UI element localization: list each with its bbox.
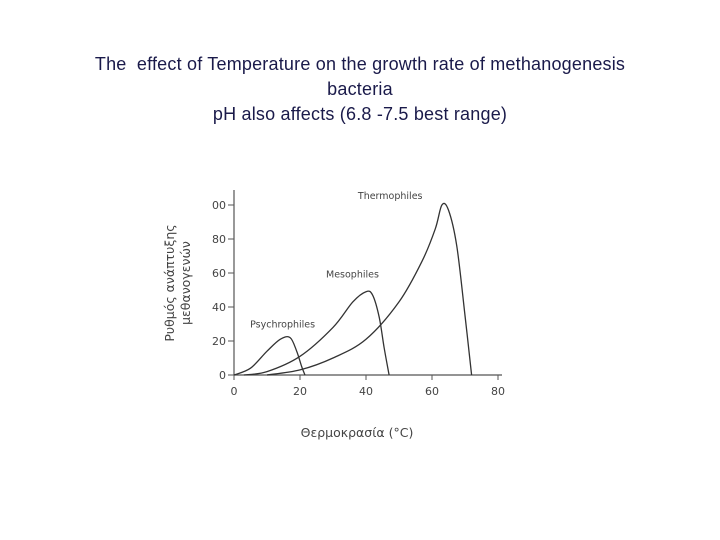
title-line-1: The effect of Temperature on the growth … [94, 54, 626, 74]
chart-curves [233, 202, 473, 376]
y-tick-label: 40 [212, 301, 226, 314]
title-line-3: pH also affects (6.8 -7.5 best range) [212, 104, 508, 124]
series-mesophiles-line [243, 290, 390, 376]
y-tick-label: 80 [212, 233, 226, 246]
x-tick-label: 40 [359, 385, 373, 398]
y-tick-label: 60 [212, 267, 226, 280]
y-axis-title-line-1: Ρυθμός ανάπτυξης [162, 224, 177, 341]
y-tick-label: 20 [212, 335, 226, 348]
x-tick-label: 20 [293, 385, 307, 398]
series-thermophiles-line [266, 202, 473, 376]
y-tick-label: 0 [219, 369, 226, 382]
y-tick-label: 00 [212, 199, 226, 212]
series-label-thermophiles: Thermophiles [357, 191, 423, 202]
chart-labels: Psychrophiles Mesophiles Thermophiles [250, 191, 422, 331]
x-axis-title: Θερμοκρασία (°C) [301, 425, 414, 440]
series-label-psychrophiles: Psychrophiles [250, 320, 315, 331]
series-psychrophiles-line [233, 336, 306, 376]
x-tick-label: 60 [425, 385, 439, 398]
chart-axes [233, 190, 502, 376]
series-label-mesophiles: Mesophiles [326, 270, 379, 281]
y-axis-title-line-2: μεθανογενών [178, 241, 193, 325]
title-line-2: bacteria [327, 79, 393, 99]
x-tick-label: 0 [231, 385, 238, 398]
x-tick-label: 80 [491, 385, 505, 398]
slide-title: The effect of Temperature on the growth … [0, 52, 720, 127]
